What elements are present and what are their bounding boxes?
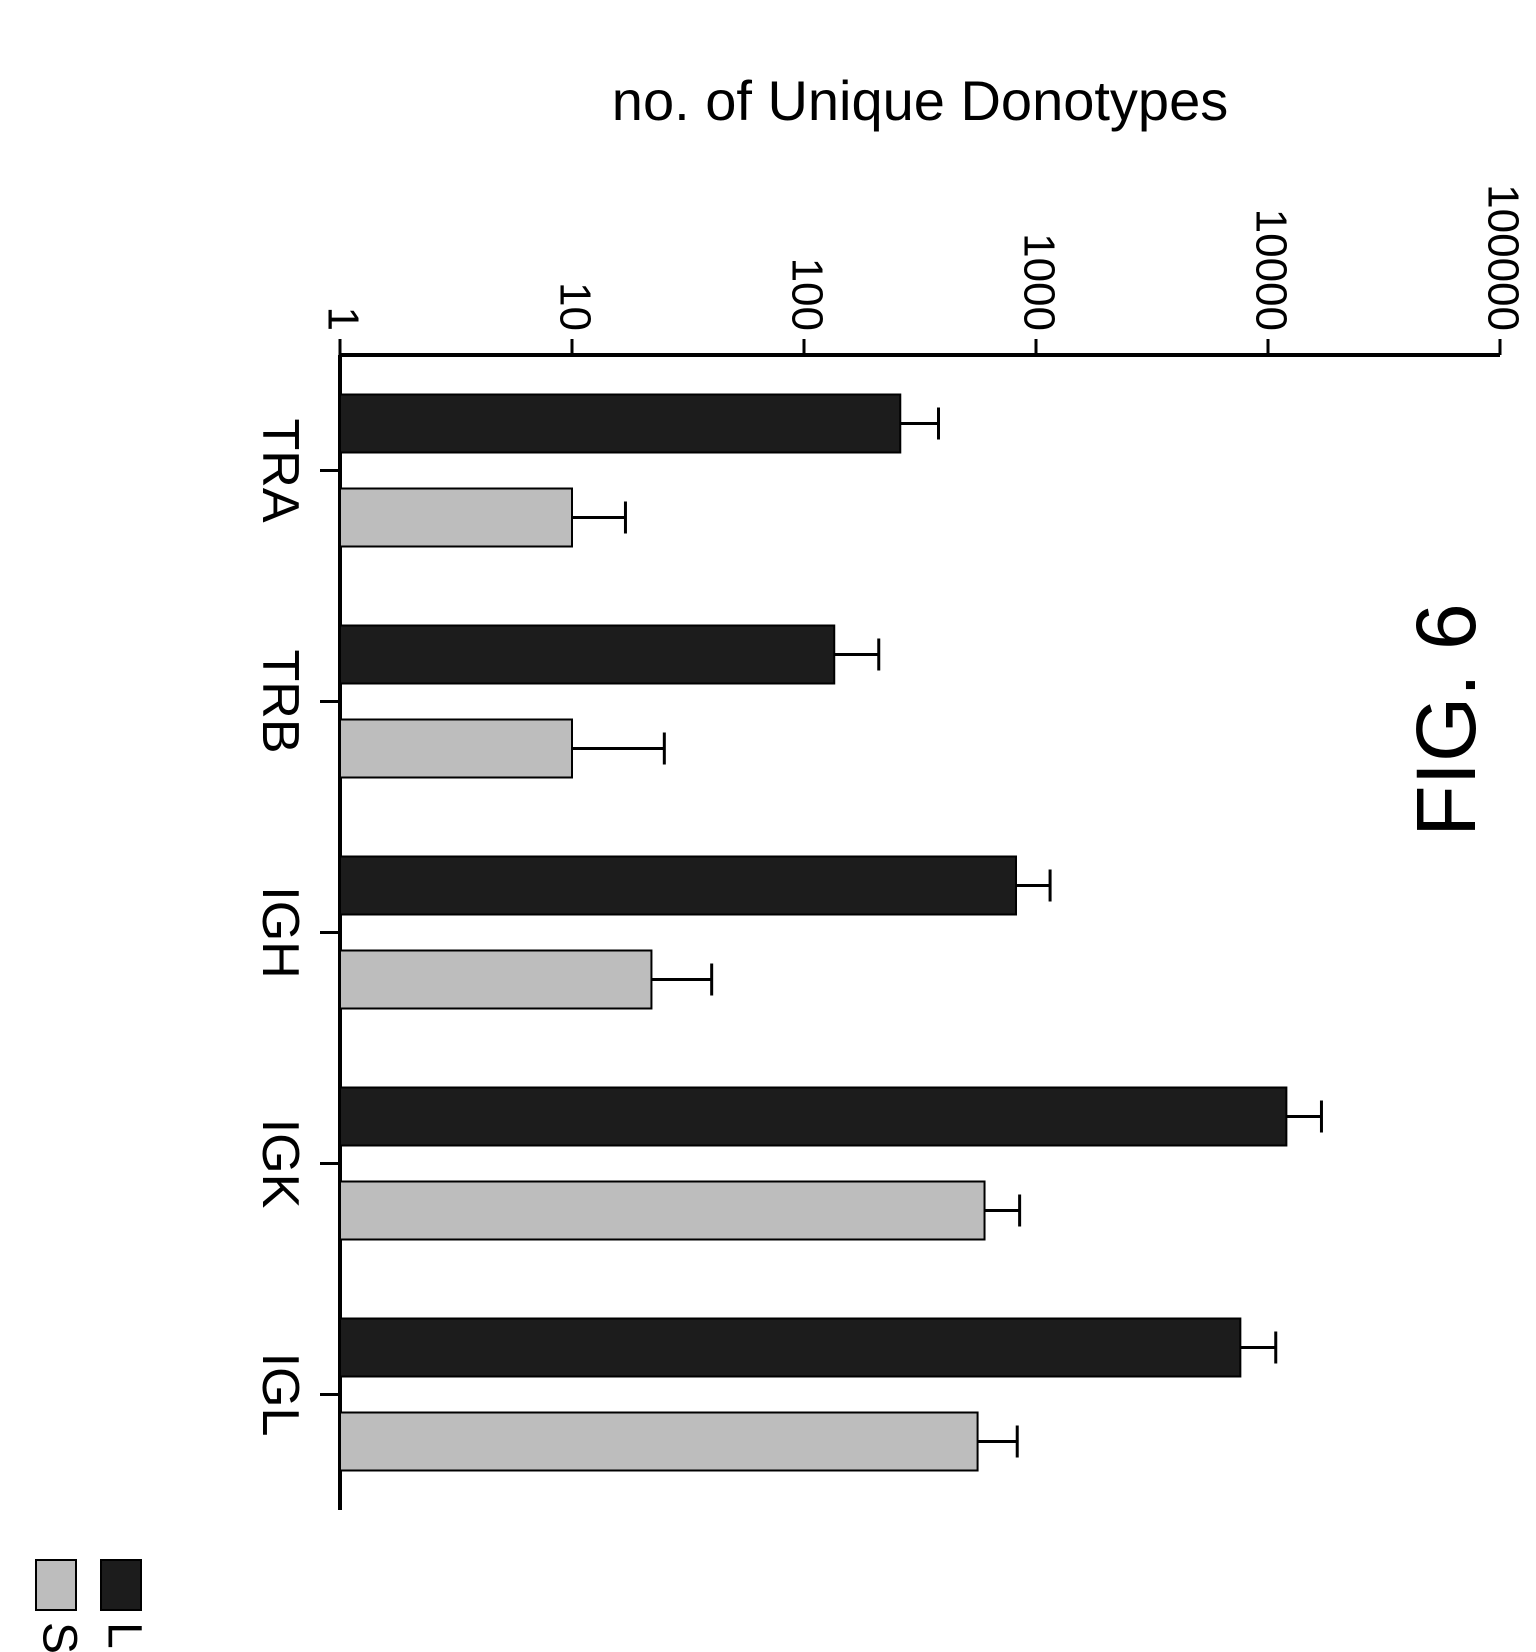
bar-ln-igk — [339, 1086, 1288, 1147]
category-tick-label: IGK — [251, 1119, 309, 1209]
value-axis-label: no. of Unique Donotypes — [612, 69, 1228, 132]
bar-sp-trb — [339, 718, 573, 779]
value-axis-ticks: 1 10 100 1000 10000 100000 — [318, 184, 1527, 355]
value-tick-label: 10 — [550, 282, 599, 331]
legend-label-ln: LN — [97, 1622, 150, 1652]
bar-sp-tra — [339, 487, 573, 548]
error-bars — [572, 407, 1323, 1458]
bar-ln-igh — [339, 855, 1018, 916]
bar-sp-igl — [339, 1411, 979, 1472]
plot-area: 1 10 100 1000 10000 100000 TRA TRB IGH IGK IGL no… — [32, 69, 1527, 1652]
legend-swatch-sp — [35, 1559, 77, 1611]
bar-ln-tra — [339, 393, 902, 454]
category-tick-label: TRB — [251, 650, 309, 754]
category-tick-label: TRA — [251, 419, 309, 523]
bar-ln-igl — [339, 1317, 1242, 1378]
legend-swatch-ln — [100, 1559, 142, 1611]
value-tick-label: 100000 — [1478, 184, 1527, 331]
legend: LN SP — [32, 1559, 150, 1652]
legend-label-sp: SP — [32, 1622, 85, 1652]
figure-label: FIG. 6 — [1399, 603, 1493, 836]
bar-ln-trb — [339, 624, 836, 685]
category-tick-label: IGL — [251, 1353, 309, 1437]
category-axis-ticks: TRA TRB IGH IGK IGL — [251, 419, 340, 1437]
bar-sp-igh — [339, 949, 653, 1010]
value-tick-label: 1000 — [1014, 233, 1063, 331]
value-tick-label: 100 — [782, 258, 831, 331]
bar-sp-igk — [339, 1180, 986, 1241]
category-tick-label: IGH — [251, 886, 309, 978]
value-tick-label: 10000 — [1246, 209, 1295, 331]
bars — [339, 393, 1288, 1472]
value-tick-label: 1 — [318, 307, 367, 331]
